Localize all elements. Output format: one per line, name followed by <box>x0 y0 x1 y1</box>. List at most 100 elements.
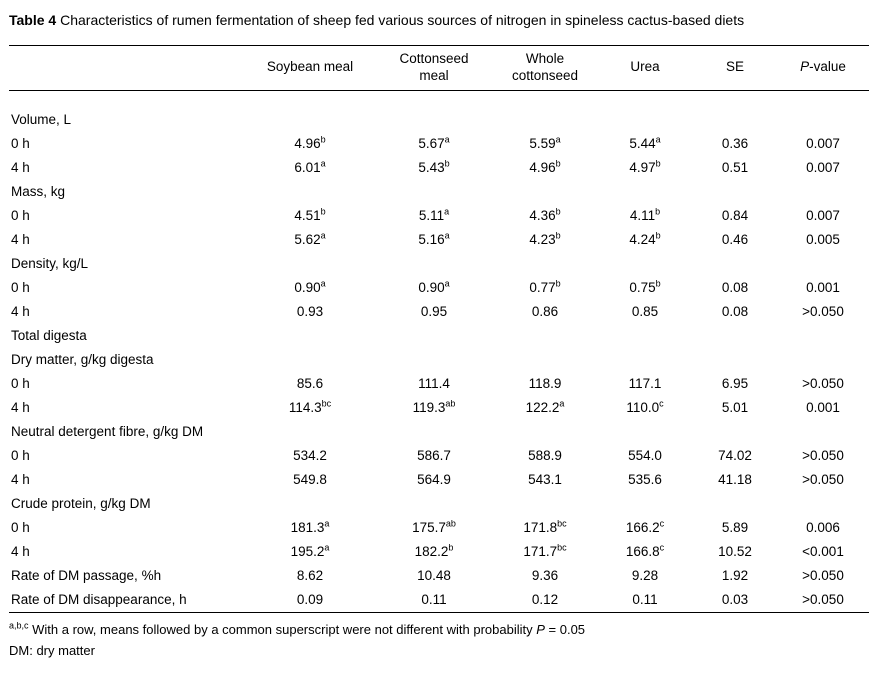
value-cell <box>693 420 777 444</box>
value-cell: 4.96b <box>529 158 561 175</box>
significance-superscript: b <box>555 230 561 241</box>
value-cell: 5.67a <box>418 134 450 151</box>
value-cell: 0.95 <box>420 303 448 319</box>
value-cell: 0.84 <box>721 207 749 223</box>
value-cell <box>375 252 493 276</box>
value-cell: 0.007 <box>806 207 840 223</box>
row-label: 0 h <box>11 135 30 151</box>
value-cell: 0.006 <box>806 519 840 535</box>
value-cell: 6.01a <box>294 158 326 175</box>
value-cell: 111.4 <box>418 375 450 391</box>
value-cell <box>493 492 597 516</box>
significance-superscript: b <box>655 158 661 169</box>
value-cell: 549.8 <box>293 471 327 487</box>
section-row: Density, kg/L <box>9 252 869 276</box>
value-cell: 114.3bc <box>288 398 332 415</box>
value-cell <box>693 252 777 276</box>
value-cell: 0.007 <box>806 159 840 175</box>
value-cell <box>777 324 869 348</box>
value-cell: 0.11 <box>421 591 447 607</box>
value-cell: 6.95 <box>721 375 749 391</box>
significance-superscript: a <box>320 158 326 169</box>
value-cell <box>777 420 869 444</box>
row-label: Density, kg/L <box>11 255 89 271</box>
data-row: 4 h 195.2a 182.2b 171.7bc 166.8c 10.52 <0.001 <box>9 540 869 564</box>
value-cell: 534.2 <box>293 447 327 463</box>
value-cell: 554.0 <box>628 447 662 463</box>
value-cell <box>245 252 375 276</box>
row-label: Volume, L <box>11 111 72 127</box>
significance-superscript: b <box>655 206 661 217</box>
significance-superscript: b <box>448 542 454 553</box>
value-cell: 74.02 <box>718 447 752 463</box>
significance-superscript: a <box>559 398 565 409</box>
significance-superscript: b <box>555 158 561 169</box>
value-cell: 41.18 <box>718 471 752 487</box>
column-whole-cottonseed: Whole cottonseed <box>493 45 597 91</box>
value-cell <box>245 348 375 372</box>
row-label: Neutral detergent fibre, g/kg DM <box>11 423 204 439</box>
value-cell: 118.9 <box>528 375 562 391</box>
table-caption-label: Table 4 <box>9 12 57 28</box>
value-cell <box>493 252 597 276</box>
value-cell <box>777 492 869 516</box>
value-cell: 181.3a <box>290 518 330 535</box>
value-cell: 166.2c <box>625 518 665 535</box>
value-cell <box>375 180 493 204</box>
data-row: 0 h 0.90a 0.90a 0.77b 0.75b 0.08 0.001 <box>9 276 869 300</box>
value-cell: 5.44a <box>629 134 661 151</box>
row-label: 0 h <box>11 519 30 535</box>
row-label: 4 h <box>11 399 30 415</box>
row-label: Rate of DM passage, %h <box>11 567 162 583</box>
footnote-dm-definition: DM: dry matter <box>9 642 95 658</box>
significance-superscript: a <box>444 230 450 241</box>
value-cell <box>245 492 375 516</box>
value-cell: 0.007 <box>806 135 840 151</box>
significance-superscript: c <box>659 542 665 553</box>
value-cell <box>597 420 693 444</box>
value-cell: 9.36 <box>531 567 559 583</box>
row-label: 0 h <box>11 279 30 295</box>
value-cell: 10.52 <box>718 543 752 559</box>
value-cell: 5.89 <box>721 519 749 535</box>
value-cell: 0.90a <box>418 278 450 295</box>
significance-superscript: a <box>320 278 326 289</box>
footnote-text-post: = 0.05 <box>544 621 586 637</box>
row-label: Dry matter, g/kg digesta <box>11 351 154 367</box>
value-cell: >0.050 <box>802 567 844 583</box>
value-cell <box>375 492 493 516</box>
footnotes: a,b,c With a row, means followed by a co… <box>9 621 870 660</box>
value-cell: 0.08 <box>721 303 749 319</box>
table-body: Volume, L 0 h 4.96b 5.67a 5.59a 5.44a 0.36 0.00… <box>9 90 869 612</box>
value-cell <box>693 90 777 132</box>
significance-superscript: bc <box>321 398 332 409</box>
significance-superscript: ab <box>445 518 456 529</box>
value-cell <box>375 324 493 348</box>
value-cell: 0.11 <box>632 591 658 607</box>
value-cell <box>693 180 777 204</box>
value-cell: 1.92 <box>721 567 749 583</box>
value-cell: 0.09 <box>296 591 324 607</box>
footnote-superscript-letters: a,b,c <box>9 620 29 631</box>
value-cell: 4.96b <box>294 134 326 151</box>
value-cell <box>375 90 493 132</box>
significance-superscript: a <box>444 278 450 289</box>
value-cell <box>777 90 869 132</box>
significance-superscript: a <box>320 230 326 241</box>
value-cell: >0.050 <box>802 447 844 463</box>
value-cell: 5.43b <box>418 158 450 175</box>
value-cell: 0.08 <box>721 279 749 295</box>
data-row: 0 h 181.3a 175.7ab 171.8bc 166.2c 5.89 0.006 <box>9 516 869 540</box>
value-cell <box>493 420 597 444</box>
table-header: Soybean meal Cottonseed meal Whole cottonsee… <box>9 45 869 91</box>
value-cell <box>777 348 869 372</box>
row-label: Total digesta <box>11 327 87 343</box>
value-cell: 0.03 <box>721 591 749 607</box>
column-se: SE <box>693 45 777 91</box>
value-cell <box>693 348 777 372</box>
value-cell <box>245 420 375 444</box>
value-cell: 4.51b <box>294 206 326 223</box>
value-cell: 8.62 <box>296 567 324 583</box>
value-cell <box>597 492 693 516</box>
value-cell: 195.2a <box>290 542 330 559</box>
